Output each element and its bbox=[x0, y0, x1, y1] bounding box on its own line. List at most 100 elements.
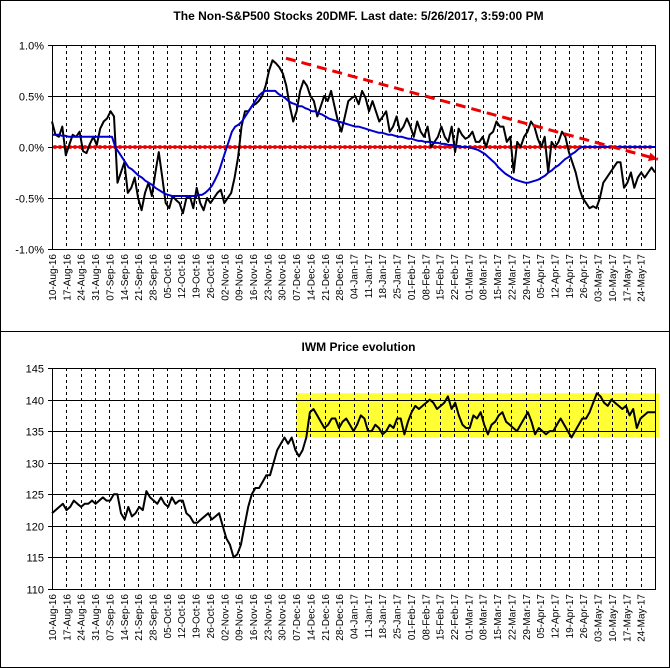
x-tick-label: 14-Dec-16 bbox=[306, 594, 317, 641]
y-tick-label: 140 bbox=[26, 396, 44, 408]
zero-line-marker bbox=[302, 144, 307, 149]
x-tick-label: 14-Dec-16 bbox=[306, 254, 317, 301]
y-tick-label: 115 bbox=[26, 553, 44, 565]
zero-line-marker bbox=[322, 144, 327, 149]
zero-line-marker bbox=[558, 144, 563, 149]
x-tick-label: 05-Oct-16 bbox=[163, 594, 174, 639]
x-tick-label: 21-Sep-16 bbox=[134, 254, 145, 301]
zero-line-marker bbox=[362, 144, 367, 149]
zero-line-marker bbox=[377, 144, 382, 149]
zero-line-marker bbox=[487, 144, 492, 149]
x-tick-label: 04-Jan-17 bbox=[350, 594, 361, 639]
x-tick-label: 19-Apr-17 bbox=[565, 594, 576, 639]
x-tick-label: 26-Apr-17 bbox=[579, 254, 590, 299]
zero-line-marker bbox=[312, 144, 317, 149]
plot-border bbox=[52, 45, 656, 250]
y-tick-label: 110 bbox=[26, 585, 44, 597]
x-tick-label: 22-Feb-17 bbox=[450, 254, 461, 301]
x-tick-label: 03-May-17 bbox=[594, 254, 605, 302]
zero-line-marker bbox=[402, 144, 407, 149]
x-tick-label: 05-Oct-16 bbox=[163, 254, 174, 299]
x-tick-label: 12-Apr-17 bbox=[551, 594, 562, 639]
x-tick-label: 18-Jan-17 bbox=[378, 594, 389, 639]
x-tick-label: 08-Feb-17 bbox=[421, 594, 432, 641]
zero-line-marker bbox=[242, 144, 247, 149]
x-tick-label: 15-Feb-17 bbox=[436, 254, 447, 301]
x-tick-label: 22-Feb-17 bbox=[450, 594, 461, 641]
x-tick-label: 21-Dec-16 bbox=[321, 254, 332, 301]
zero-line-marker bbox=[367, 144, 372, 149]
x-tick-label: 30-Nov-16 bbox=[278, 594, 289, 641]
y-tick-label: 130 bbox=[26, 459, 44, 471]
x-tick-label: 19-Apr-17 bbox=[565, 254, 576, 299]
zero-line-marker bbox=[412, 144, 417, 149]
zero-line-marker bbox=[187, 144, 192, 149]
x-tick-label: 07-Sep-16 bbox=[105, 254, 116, 301]
x-tick-label: 01-Mar-17 bbox=[464, 594, 475, 641]
x-tick-label: 19-Oct-16 bbox=[192, 254, 203, 299]
zero-line-marker bbox=[247, 144, 252, 149]
zero-line-marker bbox=[162, 144, 167, 149]
zero-line-marker bbox=[262, 144, 267, 149]
zero-line-marker bbox=[432, 144, 437, 149]
zero-line-marker bbox=[372, 144, 377, 149]
zero-line-marker bbox=[497, 144, 502, 149]
zero-line-marker bbox=[267, 144, 272, 149]
x-tick-label: 16-Nov-16 bbox=[249, 254, 260, 301]
x-tick-label: 26-Oct-16 bbox=[206, 254, 217, 299]
zero-line-marker bbox=[207, 144, 212, 149]
x-tick-label: 25-Jan-17 bbox=[393, 254, 404, 299]
zero-line-marker bbox=[523, 144, 528, 149]
zero-line-marker bbox=[108, 144, 113, 149]
x-tick-label: 28-Dec-16 bbox=[335, 594, 346, 641]
zero-line-marker bbox=[347, 144, 352, 149]
zero-line-marker bbox=[93, 144, 98, 149]
y-tick-label: -0.5% bbox=[15, 194, 44, 206]
x-tick-label: 28-Sep-16 bbox=[149, 254, 160, 301]
zero-line-marker bbox=[137, 144, 142, 149]
zero-line-marker bbox=[407, 144, 412, 149]
x-tick-label: 08-Mar-17 bbox=[479, 254, 490, 301]
y-tick-label: 125 bbox=[26, 490, 44, 502]
zero-line-marker bbox=[232, 144, 237, 149]
zero-line-marker bbox=[382, 144, 387, 149]
x-tick-label: 24-May-17 bbox=[637, 254, 648, 302]
x-tick-label: 02-Nov-16 bbox=[220, 594, 231, 641]
zero-line-marker bbox=[342, 144, 347, 149]
x-tick-label: 15-Feb-17 bbox=[436, 594, 447, 641]
y-tick-label: 145 bbox=[26, 364, 44, 376]
zero-line-marker bbox=[357, 144, 362, 149]
x-tick-label: 15-Mar-17 bbox=[493, 594, 504, 641]
x-tick-label: 19-Oct-16 bbox=[192, 594, 203, 639]
x-tick-label: 10-Aug-16 bbox=[48, 254, 59, 301]
zero-line-marker bbox=[167, 144, 172, 149]
zero-line-marker bbox=[307, 144, 312, 149]
zero-line-marker bbox=[563, 144, 568, 149]
x-tick-label: 22-Mar-17 bbox=[507, 594, 518, 641]
average-series-line bbox=[52, 89, 655, 197]
y-tick-label: 135 bbox=[26, 427, 44, 439]
x-tick-label: 24-May-17 bbox=[637, 594, 648, 642]
x-tick-label: 14-Sep-16 bbox=[120, 254, 131, 301]
x-tick-label: 08-Mar-17 bbox=[479, 594, 490, 641]
zero-line-marker bbox=[83, 144, 88, 149]
zero-line-marker bbox=[53, 144, 58, 149]
zero-line-marker bbox=[292, 144, 297, 149]
x-tick-label: 29-Mar-17 bbox=[522, 594, 533, 641]
zero-line-marker bbox=[352, 144, 357, 149]
top-chart-panel: The Non-S&P500 Stocks 20DMF. Last date: … bbox=[15, 9, 659, 302]
x-tick-label: 17-Aug-16 bbox=[62, 594, 73, 641]
zero-line-marker bbox=[477, 144, 482, 149]
zero-line-marker bbox=[533, 144, 538, 149]
zero-line-marker bbox=[98, 144, 103, 149]
iwm-price-line bbox=[51, 392, 655, 559]
x-tick-label: 10-May-17 bbox=[608, 594, 619, 642]
zero-line-marker bbox=[492, 144, 497, 149]
x-tick-label: 21-Dec-16 bbox=[321, 594, 332, 641]
x-tick-label: 05-Apr-17 bbox=[536, 254, 547, 299]
zero-line-marker bbox=[287, 144, 292, 149]
zero-line-marker bbox=[147, 144, 152, 149]
zero-line-marker bbox=[573, 144, 578, 149]
x-tick-label: 12-Oct-16 bbox=[177, 594, 188, 639]
